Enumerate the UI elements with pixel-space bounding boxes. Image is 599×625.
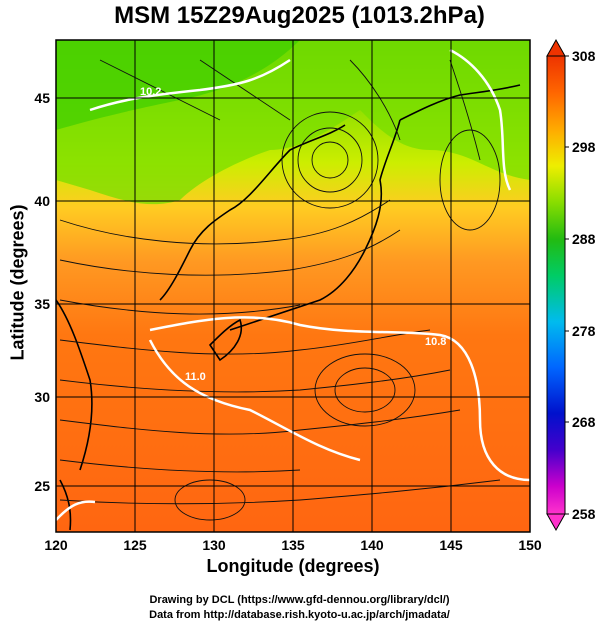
lon-tick-label: 130 <box>202 537 226 553</box>
colorbar: 308 298 288 278 268 258 <box>546 38 596 532</box>
lat-tick-labels: 25 30 35 40 45 <box>34 90 50 494</box>
colorbar-tick-label: 308 <box>572 48 596 64</box>
korea-coast <box>159 124 346 301</box>
colorbar-tick-label: 278 <box>572 323 596 339</box>
lat-tick-label: 45 <box>34 90 50 106</box>
isotherm-label: 10.8 <box>425 336 446 348</box>
colorbar-scale <box>546 55 566 515</box>
colorbar-tick-label: 298 <box>572 139 596 155</box>
colorbar-tick-label: 288 <box>572 231 596 247</box>
data-credit: Data from http://database.rish.kyoto-u.a… <box>149 609 450 621</box>
lon-tick-label: 125 <box>123 537 147 553</box>
lon-tick-label: 120 <box>44 537 68 553</box>
y-axis-label: Latitude (degrees) <box>7 204 28 361</box>
drawing-credit: Drawing by DCL (https://www.gfd-dennou.o… <box>149 594 450 606</box>
colorbar-tick-label: 258 <box>572 506 596 522</box>
lon-tick-labels: 120 125 130 135 140 145 150 <box>44 537 542 553</box>
lat-tick-label: 25 <box>34 478 50 494</box>
isotherm-label: 11.0 <box>185 371 206 383</box>
lon-tick-label: 135 <box>281 537 305 553</box>
lon-tick-label: 145 <box>439 537 463 553</box>
lat-tick-label: 30 <box>34 389 50 405</box>
china-coast <box>56 299 93 471</box>
isotherm-label: 10.2 <box>140 86 161 98</box>
honshu-coast <box>229 119 401 331</box>
coastlines <box>56 84 521 531</box>
colorbar-max-arrow <box>546 38 566 57</box>
taiwan-coast <box>59 479 72 531</box>
x-axis-label: Longitude (degrees) <box>206 556 380 576</box>
hokkaido-coast <box>399 84 521 121</box>
lat-tick-label: 40 <box>34 193 50 209</box>
lon-tick-label: 150 <box>518 537 542 553</box>
isotherms <box>56 48 530 521</box>
map-title: MSM 15Z29Aug2025 (1013.2hPa) <box>114 2 485 29</box>
lon-tick-label: 140 <box>360 537 384 553</box>
colorbar-tick-label: 268 <box>572 414 596 430</box>
lat-tick-label: 35 <box>34 296 50 312</box>
cold-airmass-region <box>56 40 300 130</box>
colorbar-min-arrow <box>546 513 566 532</box>
graticule <box>56 40 530 532</box>
map-panel: 10.8 11.0 10.2 <box>56 40 530 532</box>
map-frame <box>55 39 531 533</box>
